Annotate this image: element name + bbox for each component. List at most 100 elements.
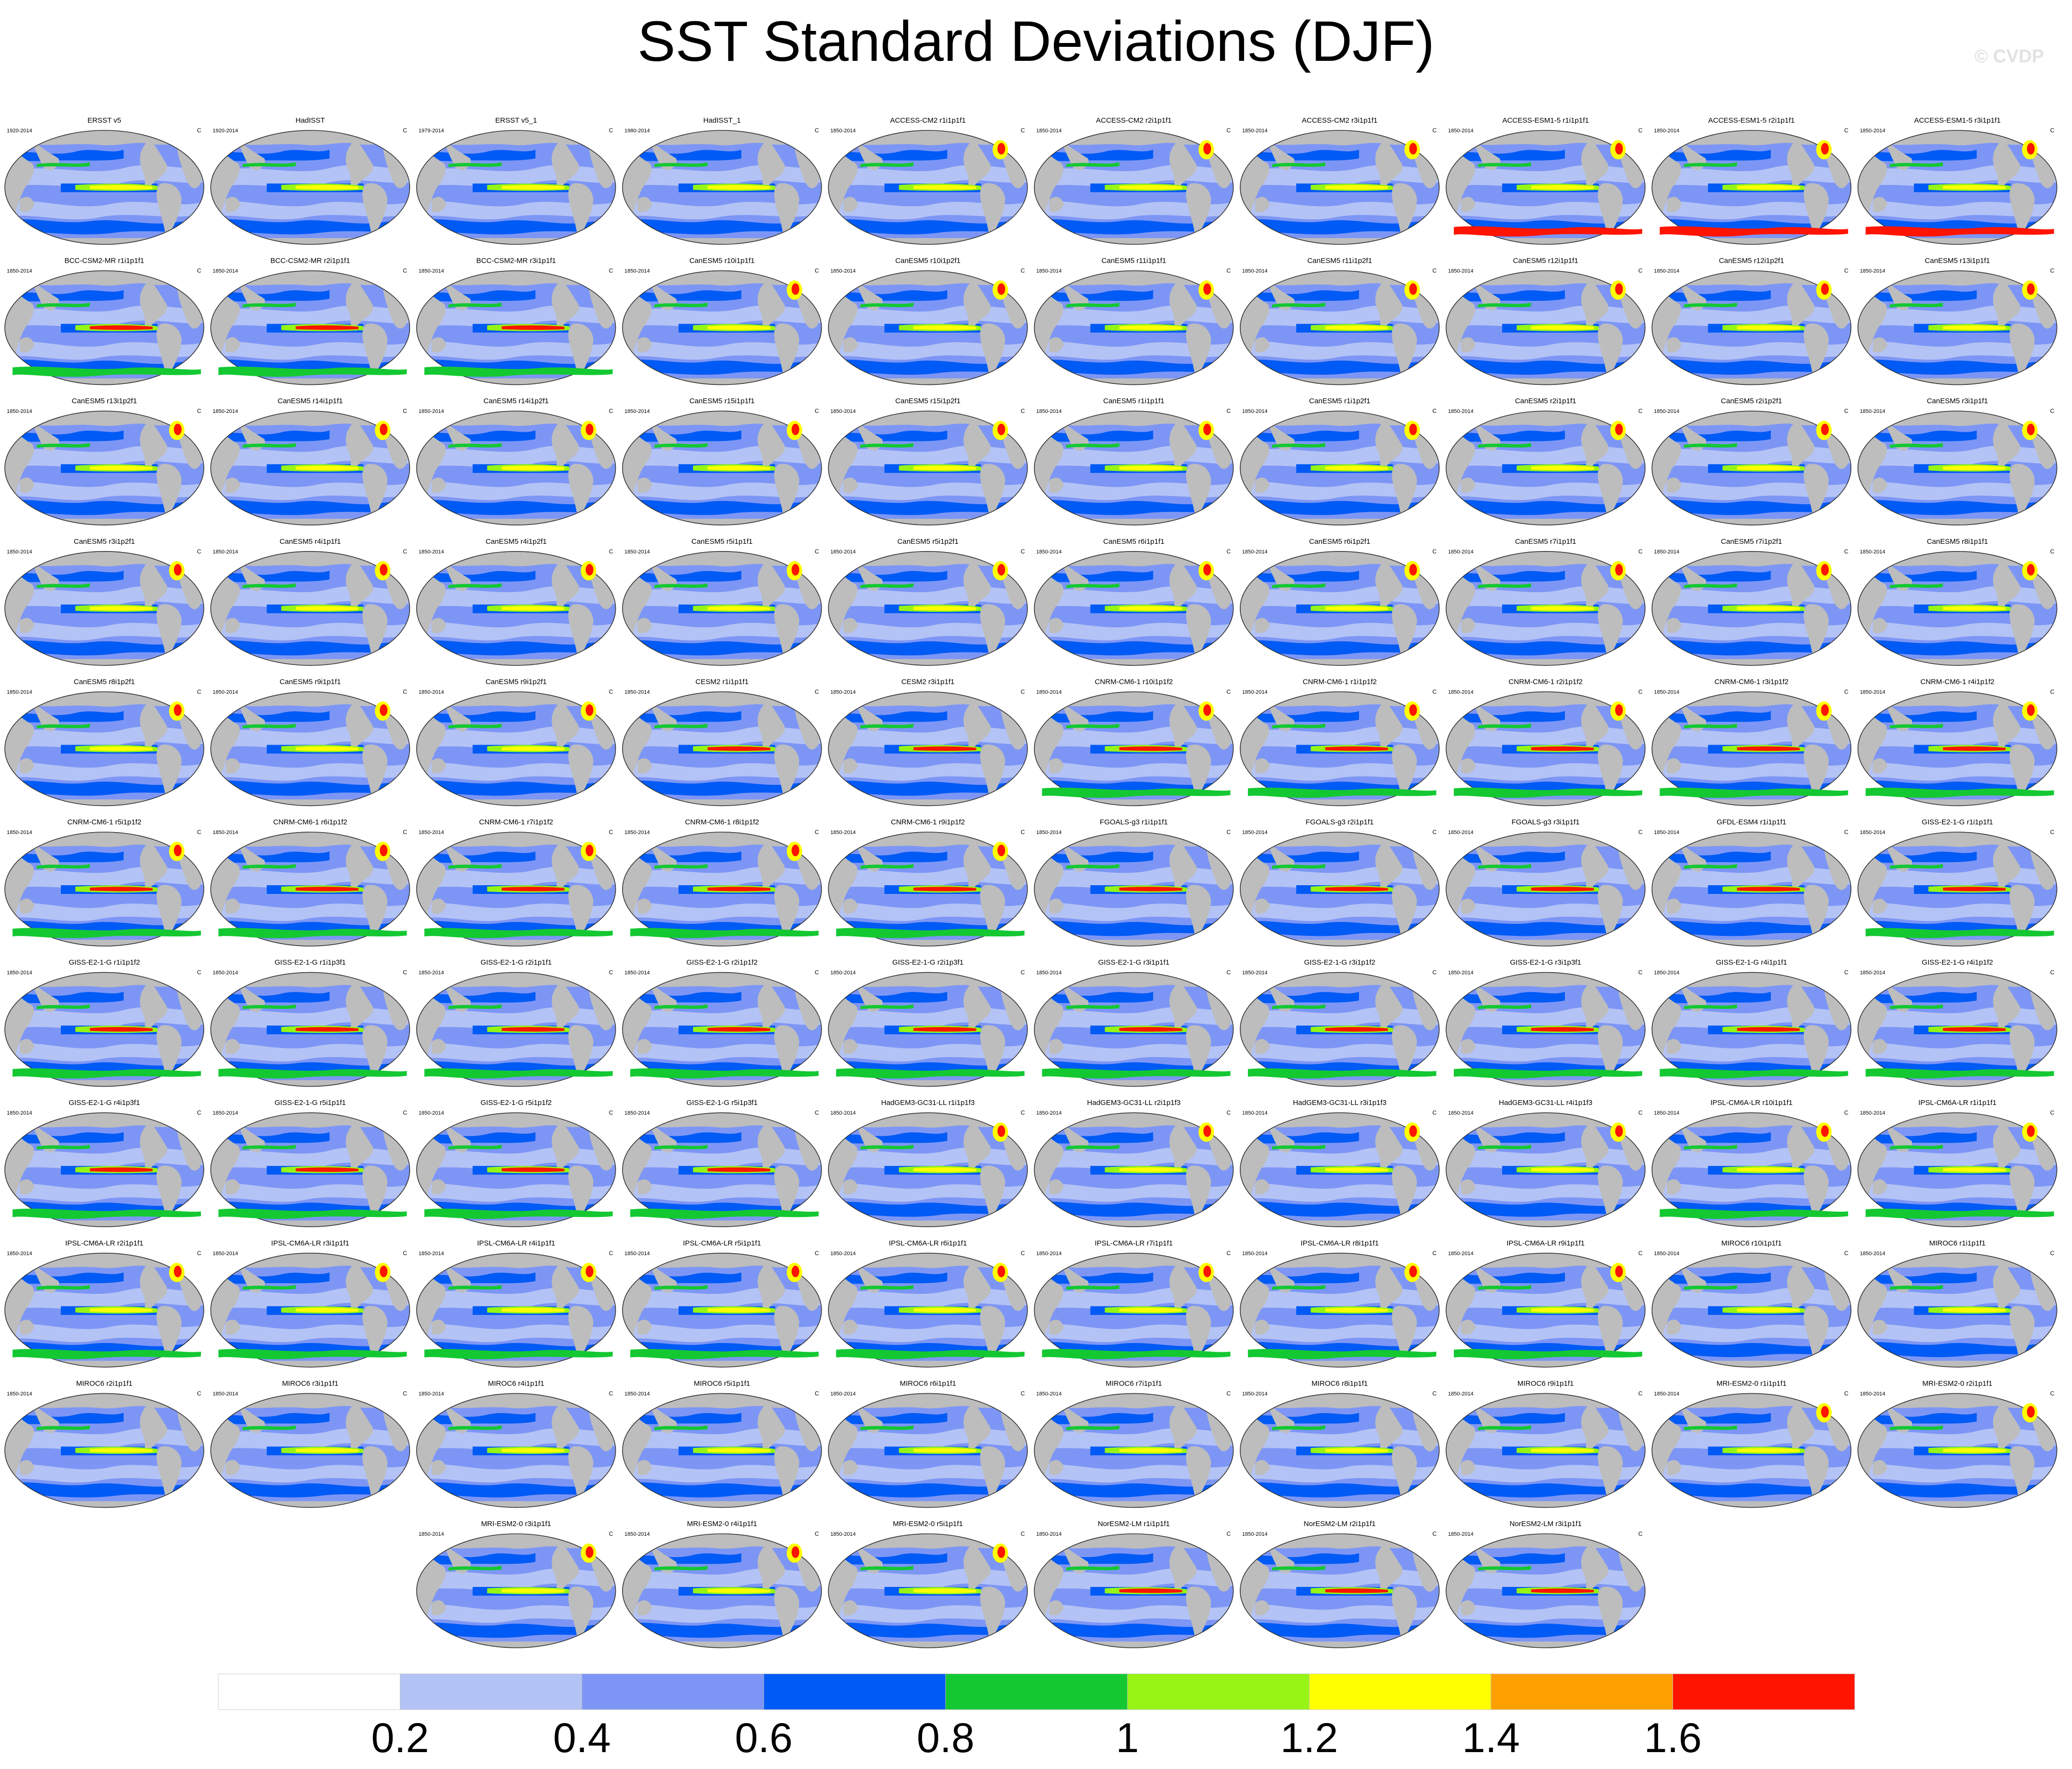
- panel: GISS-E2-1-G r4i1p3f1 1850-2014 C: [5, 1099, 204, 1227]
- panel-period: 1850-2014: [624, 1531, 650, 1537]
- panel-units: C: [815, 969, 819, 976]
- panel-map-kuroshio: [37, 583, 90, 588]
- panel-map-kuroshio: [1478, 723, 1532, 729]
- panel-units: C: [815, 1250, 819, 1257]
- colorbar-tick-label: 0.6: [735, 1715, 793, 1761]
- panel: CanESM5 r10i1p1f1 1850-2014 C: [623, 257, 822, 385]
- panel-map: [417, 692, 616, 806]
- panel-map: [211, 973, 410, 1087]
- panel-map-enso-core: [707, 1167, 770, 1172]
- panel-period: 1850-2014: [830, 689, 856, 695]
- panel-map: [211, 411, 410, 525]
- panel-period: 1850-2014: [1654, 970, 1679, 976]
- panel-map-kuroshio: [1478, 864, 1532, 869]
- panel-map-kuroshio: [448, 162, 502, 167]
- panel-map-enso-core: [90, 325, 153, 330]
- panel: ACCESS-ESM1-5 r1i1p1f1 1850-2014 C: [1446, 116, 1645, 244]
- panel-map-kuroshio: [860, 864, 914, 869]
- panel: MRI-ESM2-0 r2i1p1f1 1850-2014 C: [1858, 1379, 2057, 1507]
- panel-map: [828, 1534, 1027, 1648]
- panel: MIROC6 r5i1p1f1 1850-2014 C: [623, 1379, 822, 1507]
- panel-period: 1850-2014: [1860, 970, 1886, 976]
- panel-title: MRI-ESM2-0 r2i1p1f1: [1922, 1379, 1992, 1387]
- panel-title: BCC-CSM2-MR r2i1p1f1: [270, 257, 350, 265]
- panel-units: C: [1227, 1390, 1231, 1397]
- panel-map: [5, 130, 204, 244]
- panel-map-hotspot-core: [791, 1265, 799, 1277]
- panel-map: [828, 1253, 1027, 1367]
- panel-map-hotspot-core: [1821, 424, 1829, 436]
- panel-map-enso-core: [1943, 1448, 2006, 1453]
- panel-period: 1850-2014: [1654, 830, 1679, 835]
- panel-title: GISS-E2-1-G r3i1p1f1: [1098, 959, 1170, 967]
- panel: CanESM5 r4i1p2f1 1850-2014 C: [417, 538, 616, 665]
- panel-title: FGOALS-g3 r3i1p1f1: [1512, 818, 1580, 826]
- panel-map-kuroshio: [860, 1425, 914, 1430]
- panel: MRI-ESM2-0 r4i1p1f1 1850-2014 C: [623, 1520, 822, 1648]
- panel-title: CanESM5 r1i1p1f1: [1103, 397, 1164, 405]
- panel-map-hotspot-core: [997, 845, 1006, 856]
- panel-map: [417, 832, 616, 946]
- panel-period: 1850-2014: [624, 1110, 650, 1116]
- panel-map: [1240, 1393, 1439, 1507]
- panel: CanESM5 r4i1p1f1 1850-2014 C: [211, 538, 410, 665]
- panel-units: C: [1844, 127, 1848, 134]
- panel-units: C: [815, 1390, 819, 1397]
- panel-title: CNRM-CM6-1 r7i1p1f2: [479, 818, 553, 826]
- panel-period: 1850-2014: [213, 1391, 238, 1397]
- panel-map-enso-core: [501, 1027, 565, 1032]
- panel: CanESM5 r11i1p2f1 1850-2014 C: [1240, 257, 1439, 385]
- panel-title: CanESM5 r12i1p2f1: [1719, 257, 1784, 265]
- panel-map-kuroshio: [242, 1145, 296, 1150]
- panel-map-enso-core: [707, 1448, 770, 1453]
- panel-title: CNRM-CM6-1 r6i1p1f2: [273, 818, 347, 826]
- panel-map-hotspot-core: [997, 1546, 1006, 1558]
- panel-title: IPSL-CM6A-LR r1i1p1f1: [1918, 1099, 1997, 1107]
- panel-units: C: [1433, 969, 1437, 976]
- panel-map-enso-core: [1943, 1027, 2006, 1032]
- panel-map-enso-core: [1325, 1588, 1388, 1593]
- panel-map-kuroshio: [37, 1145, 90, 1150]
- panel-map-enso-core: [913, 887, 977, 892]
- panel-period: 1850-2014: [1448, 689, 1474, 695]
- panel-map-kuroshio: [1684, 302, 1737, 308]
- panel-units: C: [1638, 688, 1643, 695]
- panel-map-kuroshio: [860, 443, 914, 448]
- panel-period: 1850-2014: [1448, 1531, 1474, 1537]
- panel-period: 1850-2014: [7, 830, 32, 835]
- panel-units: C: [609, 829, 613, 835]
- colorbar-tick-label: 1.6: [1644, 1715, 1702, 1761]
- panel-map-enso-core: [913, 1027, 977, 1032]
- panel-period: 1850-2014: [1654, 128, 1679, 134]
- panel-map-enso-core: [913, 606, 977, 611]
- colorbar-tick-label: 1.2: [1280, 1715, 1338, 1761]
- panel-map-hotspot-core: [380, 845, 388, 856]
- panel-map-kuroshio: [1889, 1145, 1943, 1150]
- panel-title: ERSST v5_1: [495, 116, 537, 125]
- panel-units: C: [1227, 127, 1231, 134]
- panel-map-hotspot-core: [1203, 1125, 1211, 1137]
- panel-period: 1850-2014: [1036, 830, 1062, 835]
- panel: MRI-ESM2-0 r3i1p1f1 1850-2014 C: [417, 1520, 616, 1648]
- panel-map-southern-band: [836, 928, 1025, 938]
- panel-map-kuroshio: [654, 1145, 708, 1150]
- panel-map-kuroshio: [1478, 1145, 1532, 1150]
- panel-map: [1240, 1113, 1439, 1227]
- panel-title: HadGEM3-GC31-LL r4i1p1f3: [1499, 1099, 1592, 1107]
- panel-map-enso-core: [1325, 1167, 1388, 1172]
- panel: IPSL-CM6A-LR r2i1p1f1 1850-2014 C: [5, 1239, 204, 1367]
- panel-units: C: [1844, 268, 1848, 274]
- panel-title: CanESM5 r12i1p1f1: [1513, 257, 1578, 265]
- panel: CNRM-CM6-1 r6i1p1f2 1850-2014 C: [211, 818, 410, 946]
- panel-map-kuroshio: [37, 302, 90, 308]
- panel-map-kuroshio: [1272, 162, 1325, 167]
- panel-map-enso-core: [90, 1027, 153, 1032]
- panel-title: CanESM5 r8i1p1f1: [1927, 538, 1988, 546]
- panel-period: 1850-2014: [1860, 549, 1886, 555]
- panel-title: GISS-E2-1-G r2i1p1f1: [481, 959, 552, 967]
- panel: BCC-CSM2-MR r3i1p1f1 1850-2014 C: [417, 257, 616, 385]
- panel-map-southern-band: [1865, 226, 2054, 237]
- panel-title: CanESM5 r8i1p2f1: [74, 678, 135, 686]
- panel-map-kuroshio: [37, 1285, 90, 1290]
- panel-units: C: [1844, 1250, 1848, 1257]
